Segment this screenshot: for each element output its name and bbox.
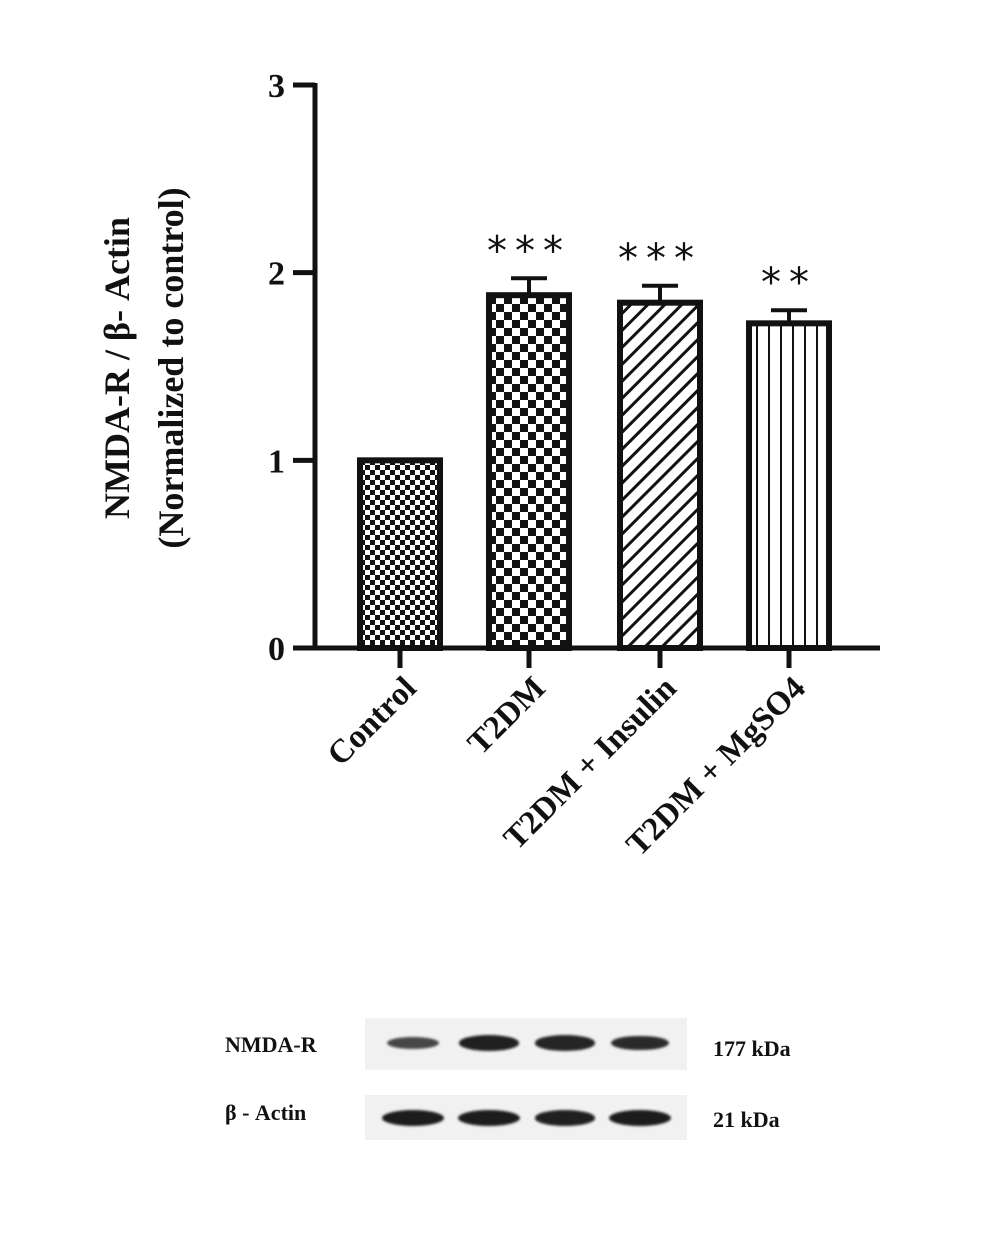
x-category-label: Control (321, 670, 424, 773)
x-category-label: T2DM (461, 670, 553, 762)
bar-3 (746, 320, 832, 651)
y-ticks: 0 1 2 3 (268, 68, 315, 668)
blot-band (458, 1110, 520, 1126)
blot-band (535, 1035, 595, 1051)
blot-row-label: β - Actin (225, 1100, 307, 1125)
y-tick-label: 1 (268, 443, 285, 480)
y-axis-title-line2: (Normalized to control) (151, 187, 191, 548)
y-axis-title-line1: NMDA-R / β- Actin (97, 217, 137, 519)
bars: *** ***** (357, 228, 832, 668)
blot-molecular-weight: 21 kDa (713, 1107, 780, 1132)
y-tick-label: 3 (268, 68, 285, 105)
blot-band (534, 1110, 596, 1126)
blot-band (382, 1110, 444, 1126)
blot-band (609, 1110, 671, 1126)
y-axis-title: NMDA-R / β- Actin (Normalized to control… (97, 187, 191, 548)
significance-label: *** (618, 236, 702, 282)
bar-2 (617, 299, 703, 651)
significance-label: *** (487, 228, 571, 274)
blot-band (610, 1035, 670, 1051)
blot-row-label: NMDA-R (225, 1032, 317, 1057)
blot-band (386, 1036, 440, 1050)
blot-band (458, 1035, 520, 1051)
y-tick-label: 0 (268, 631, 285, 668)
bar-1 (486, 292, 572, 651)
significance-label: ** (761, 260, 817, 306)
bar-0 (357, 457, 443, 652)
blot-molecular-weight: 177 kDa (713, 1036, 791, 1061)
y-tick-label: 2 (268, 256, 285, 293)
